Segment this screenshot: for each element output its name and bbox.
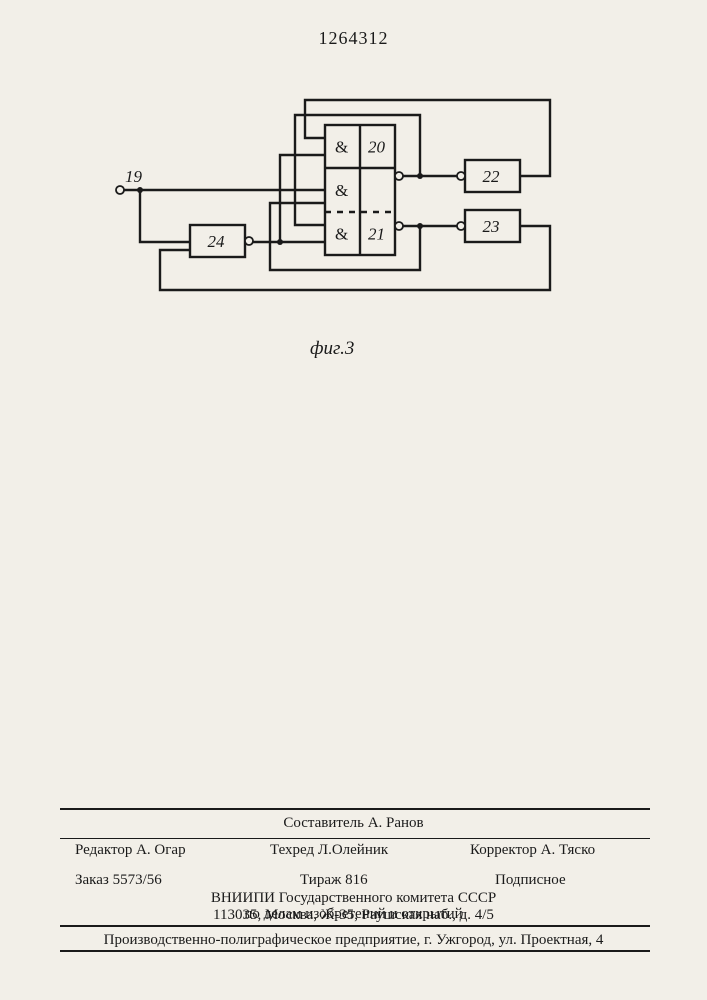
rule-1 — [60, 808, 650, 810]
printer-line: Производственно-полиграфическое предприя… — [0, 932, 707, 949]
imprint-org1: ВНИИПИ Государственного комитета СССР — [0, 890, 707, 907]
svg-text:&: & — [335, 181, 348, 200]
svg-text:&: & — [335, 138, 348, 157]
svg-text:&: & — [335, 225, 348, 244]
svg-text:23: 23 — [483, 217, 500, 236]
rule-3 — [60, 925, 650, 927]
credits-compiler: Составитель А. Ранов — [0, 815, 707, 832]
rule-2 — [60, 838, 650, 839]
imprint-circulation: Тираж 816 — [300, 872, 368, 889]
svg-text:20: 20 — [368, 138, 386, 157]
svg-text:21: 21 — [368, 225, 385, 244]
credits-editor: Редактор А. Огар — [75, 842, 186, 859]
credits-techred: Техред Л.Олейник — [270, 842, 388, 859]
svg-text:24: 24 — [208, 232, 226, 251]
figure-caption: фиг.3 — [310, 338, 354, 360]
rule-4 — [60, 950, 650, 952]
imprint-address: 113035, Москва, Ж-35, Раушская наб., д. … — [0, 907, 707, 924]
svg-text:19: 19 — [125, 167, 143, 186]
svg-text:22: 22 — [483, 167, 501, 186]
imprint-order: Заказ 5573/56 — [75, 872, 162, 889]
document-number: 1264312 — [319, 28, 389, 49]
imprint-subscription: Подписное — [495, 872, 566, 889]
credits-corrector: Корректор А. Тяско — [470, 842, 595, 859]
figure-diagram: & 20 & & 21 22 23 24 19 — [110, 90, 580, 320]
